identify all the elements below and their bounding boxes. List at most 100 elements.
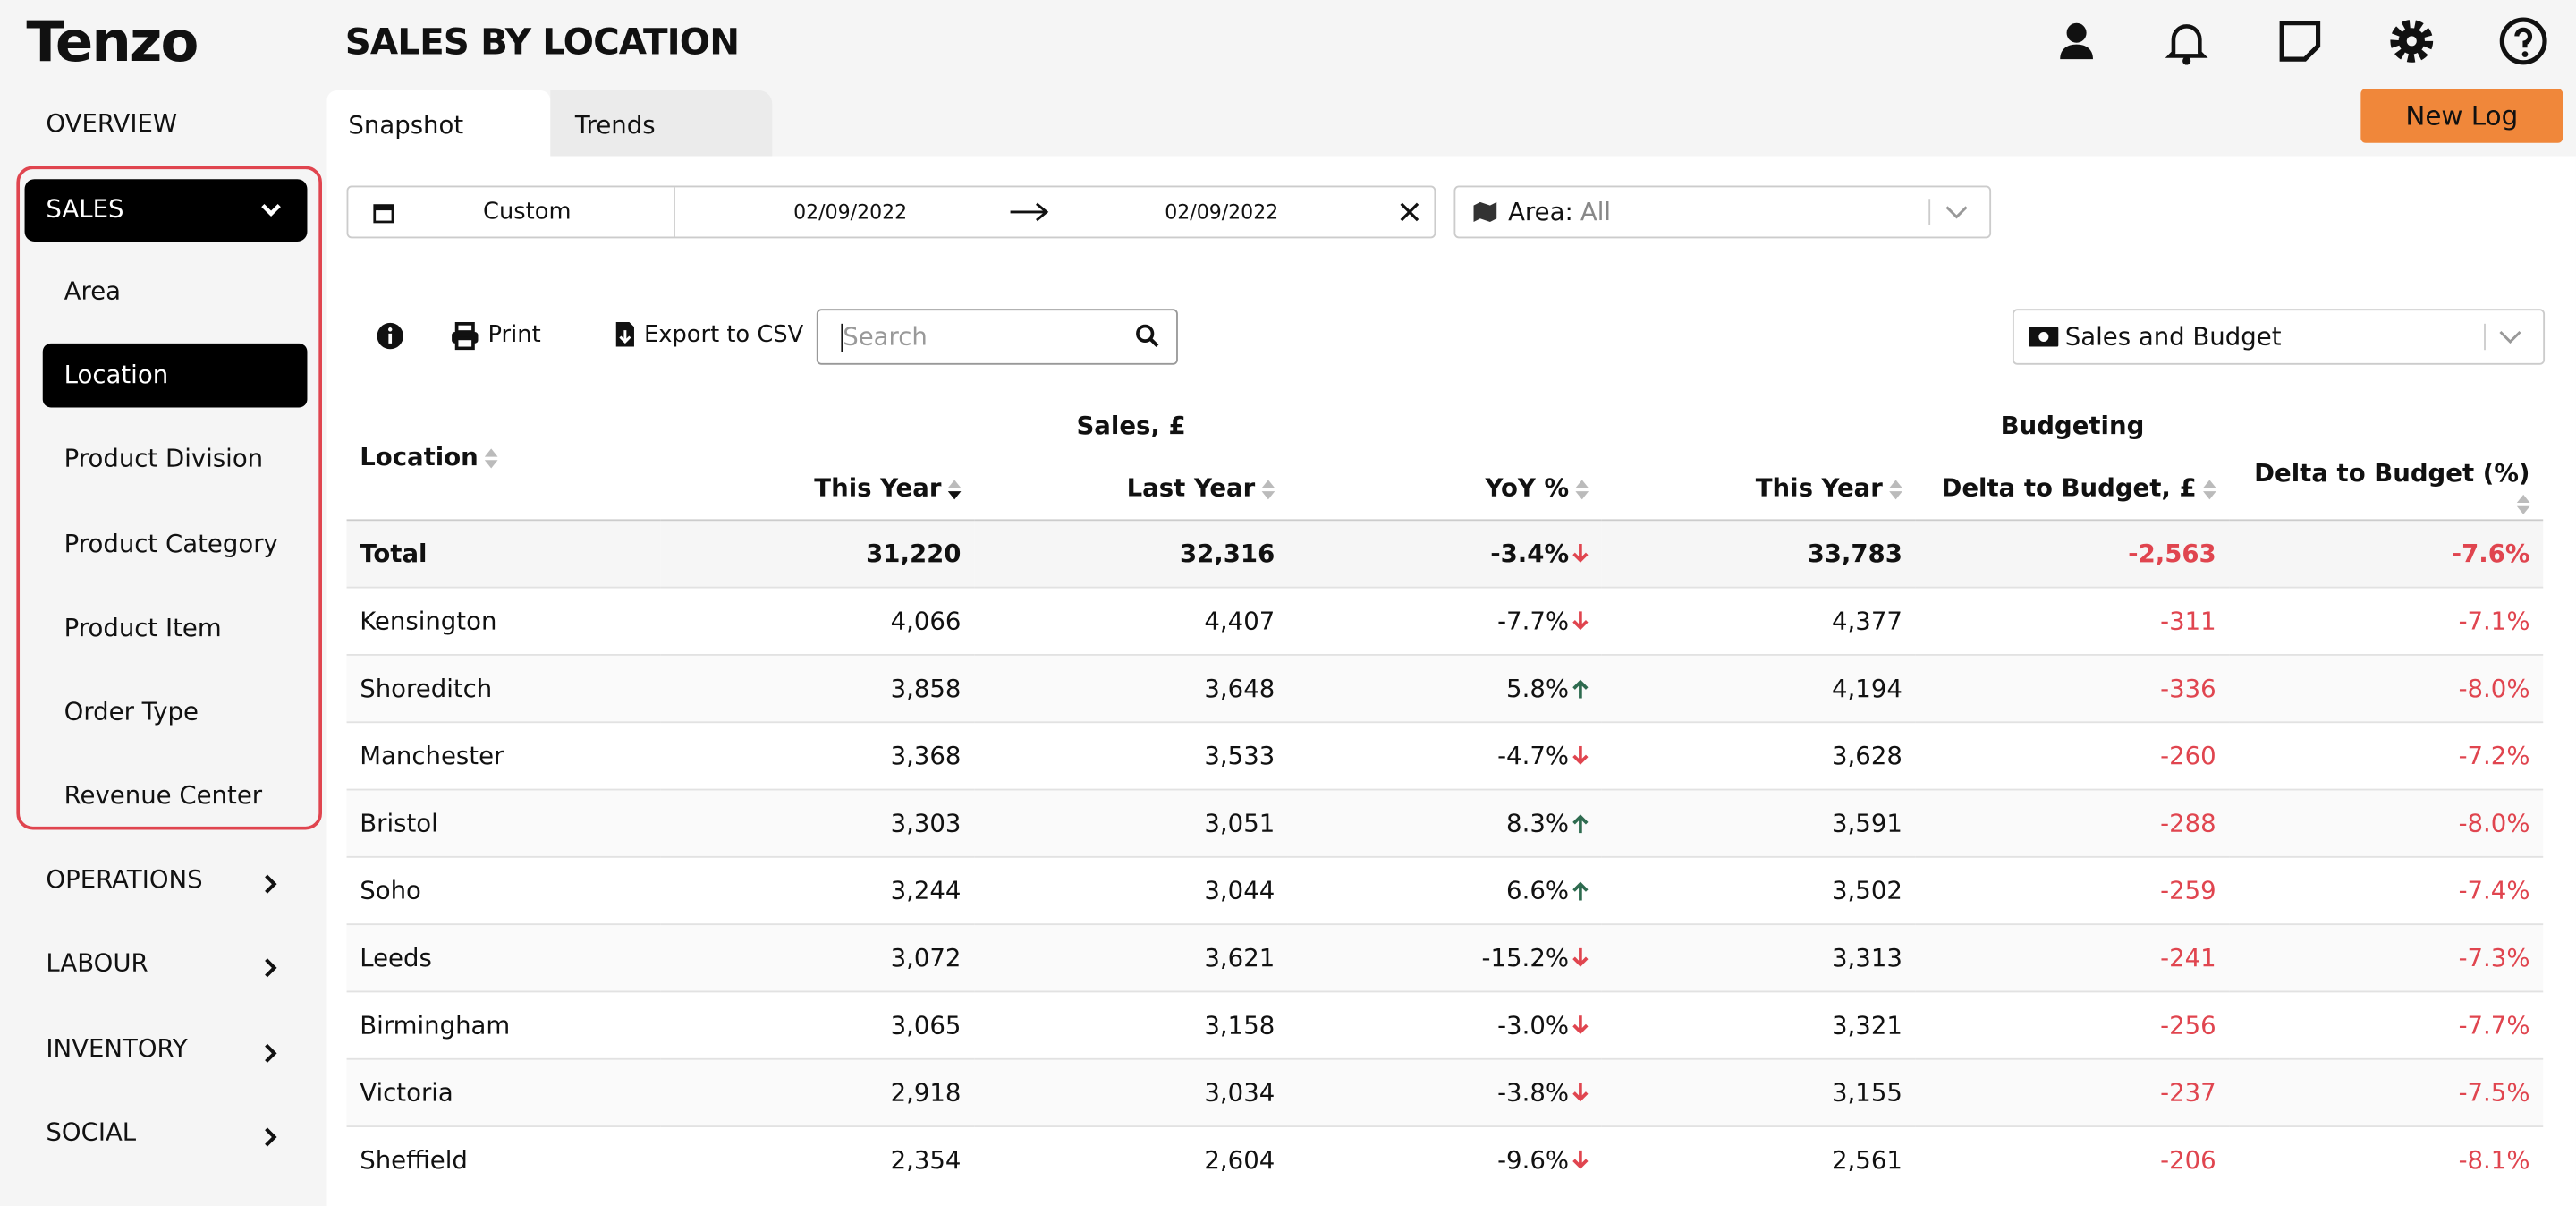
sort-down [1575, 490, 1589, 499]
trend-down-icon [1572, 611, 1589, 631]
calendar-icon [373, 204, 394, 224]
cell-text: -7.1% [2458, 606, 2530, 636]
cell-text: 2,918 [890, 1077, 962, 1108]
table-cell: -7.6% [2229, 519, 2544, 588]
nav-subitem[interactable]: Revenue Center [64, 780, 263, 811]
cell-text: -8.0% [2458, 674, 2530, 704]
cell-text: -237 [2160, 1077, 2216, 1108]
nav-section[interactable]: INVENTORY [46, 1032, 188, 1063]
header-label: Location [360, 442, 479, 472]
clear-icon[interactable] [1400, 202, 1419, 222]
notes-icon[interactable] [2274, 15, 2326, 68]
table-cell: Total [346, 519, 661, 588]
table-cell: 3,051 [974, 788, 1288, 857]
user-icon[interactable] [2050, 15, 2103, 68]
nav-subitem[interactable]: Area [64, 276, 122, 306]
trend-down-icon [1572, 1015, 1589, 1035]
nav-sales-label: SALES [46, 193, 124, 224]
nav-overview[interactable]: OVERVIEW [46, 108, 178, 139]
brand-logo[interactable]: Tenzo [26, 10, 199, 76]
table-cell: 3,044 [974, 855, 1288, 925]
table-cell: Kensington [346, 586, 661, 655]
date-range-picker[interactable]: Custom 02/09/2022 02/09/2022 [346, 185, 1436, 239]
nav-subitem[interactable]: Location [42, 344, 308, 408]
start-date[interactable]: 02/09/2022 [793, 200, 908, 224]
chevron-right [265, 1042, 277, 1063]
help-icon[interactable] [2497, 15, 2550, 68]
table-cell: 4,194 [1601, 654, 1916, 723]
column-header[interactable]: This Year [1602, 457, 1916, 521]
chevron-down [261, 203, 281, 217]
sort-down [1261, 490, 1275, 499]
table-cell: -7.4% [2229, 855, 2544, 925]
nav-subitem[interactable]: Order Type [64, 696, 199, 726]
arrow [1572, 814, 1589, 834]
new-log-label: New Log [2405, 100, 2519, 132]
cell-text: -241 [2160, 943, 2216, 973]
header-label: Delta to Budget, £ [1941, 472, 2197, 504]
table-cell: -3.4% [1287, 519, 1602, 588]
column-header[interactable]: YoY % [1288, 457, 1602, 521]
info-icon[interactable] [377, 322, 404, 350]
cell-text: 4,407 [1204, 606, 1275, 636]
cell-text: 3,533 [1204, 741, 1275, 771]
nav-subitem[interactable]: Product Division [64, 444, 264, 474]
print-button[interactable]: Print [487, 321, 541, 349]
tab[interactable]: Snapshot [326, 90, 551, 157]
sort-down [2203, 490, 2216, 499]
divider [1928, 199, 1931, 225]
cell-text: -4.7% [1497, 741, 1570, 771]
column-header[interactable]: Delta to Budget, £ [1916, 457, 2230, 521]
end-date[interactable]: 02/09/2022 [1165, 200, 1279, 224]
cell-text: -7.3% [2458, 943, 2530, 973]
nav-section[interactable]: SOCIAL [46, 1117, 137, 1147]
cell-text: -8.0% [2458, 808, 2530, 838]
cell-text: 3,065 [890, 1010, 962, 1040]
table-cell: 4,066 [660, 586, 975, 655]
column-header[interactable]: Last Year [974, 457, 1288, 521]
table-cell: -288 [1915, 788, 2230, 857]
cell-text: 3,321 [1832, 1010, 1902, 1040]
sort-down [947, 490, 962, 499]
table-cell: Soho [346, 855, 661, 925]
table-row: Birmingham 3,065 3,158 -3.0% 3,321 -256 -7.7% [346, 990, 2544, 1059]
sort-icon [2516, 493, 2530, 514]
trend-down-icon [1572, 543, 1589, 563]
column-header[interactable]: This Year [660, 457, 974, 521]
table-cell: -206 [1915, 1125, 2230, 1193]
table-cell: -237 [1915, 1057, 2230, 1127]
table-row: Manchester 3,368 3,533 -4.7% 3,628 -260 -7.2% [346, 721, 2544, 790]
cell-text: 3,648 [1204, 674, 1275, 704]
settings-icon[interactable] [2385, 15, 2438, 68]
nav-subitem[interactable]: Product Category [64, 528, 278, 558]
nav-sales[interactable]: SALES [24, 179, 308, 242]
cell-text: 3,051 [1204, 808, 1275, 838]
tab[interactable]: Trends [550, 90, 773, 157]
table-cell: -336 [1915, 654, 2230, 723]
sort-icon [1575, 479, 1589, 499]
chevron-down [1945, 206, 1968, 219]
area-select[interactable]: Area: All [1453, 185, 1992, 239]
column-header[interactable]: Delta to Budget (%) [2229, 457, 2543, 521]
cell-text: 4,194 [1832, 674, 1902, 704]
table-cell: 3,591 [1601, 788, 1916, 857]
nav-subitem[interactable]: Product Item [64, 612, 222, 642]
new-log-button[interactable]: New Log [2360, 89, 2563, 143]
cell-text: -256 [2160, 1010, 2216, 1040]
nav-section[interactable]: OPERATIONS [46, 864, 203, 895]
cell-text: -8.1% [2458, 1145, 2530, 1176]
arrow [1572, 881, 1589, 901]
chevron-down [2499, 330, 2521, 344]
page-title: SALES BY LOCATION [344, 22, 740, 64]
sort-icon [1889, 479, 1902, 499]
arrow [1572, 679, 1589, 699]
column-header[interactable]: Location [347, 395, 661, 521]
notification-icon[interactable] [2160, 15, 2213, 68]
view-select[interactable]: Sales and Budget [2012, 309, 2546, 365]
export-button[interactable]: Export to CSV [643, 321, 804, 349]
nav-section[interactable]: LABOUR [46, 948, 148, 979]
search-input[interactable]: Search [816, 309, 1178, 365]
table-cell: 3,628 [1601, 721, 1916, 790]
